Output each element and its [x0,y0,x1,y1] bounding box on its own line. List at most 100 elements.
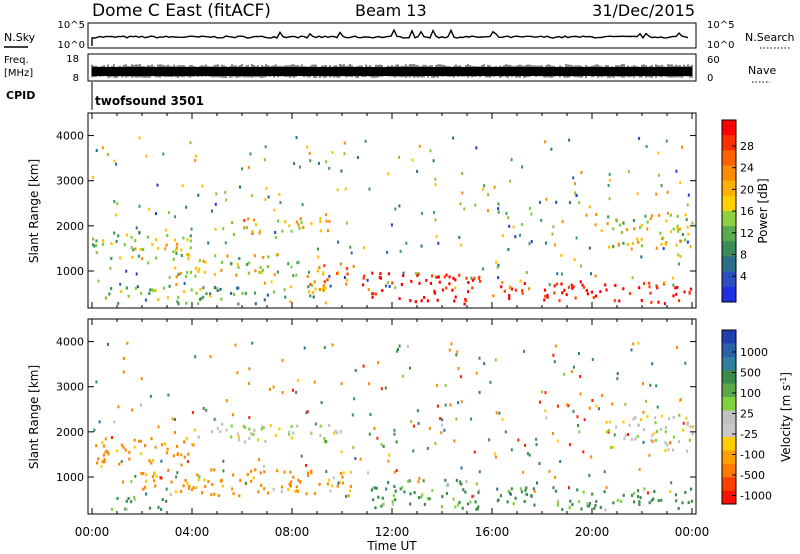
power-cell [198,267,201,271]
power-sparse-cell [292,274,295,278]
power-cell [219,287,222,291]
velocity-sparse-cell [669,490,672,493]
time-axis-title: Time UT [366,539,417,553]
velocity-cell [370,488,373,492]
power-cell [146,235,150,239]
velocity-cell [576,488,579,492]
power-cell [186,253,189,257]
velocity-sparse-cell [331,343,334,347]
velocity-cell [103,460,106,464]
power-sparse-cell [416,169,419,173]
power-cell [640,299,643,302]
velocity-sparse-cell [556,439,559,443]
power-cell [688,291,691,295]
time-tick-label: 04:00 [175,525,210,539]
time-tick-label: 00:00 [75,525,110,539]
power-sparse-cell [540,218,543,222]
velocity-sparse-cell [455,353,458,357]
power-sparse-cell [539,200,541,204]
velocity-sparse-cell [460,466,463,470]
power-sparse-cell [247,165,250,169]
velocity-sparse-cell [122,480,125,484]
velocity-cell [342,471,345,475]
power-cell [189,246,192,250]
velocity-cell [292,475,295,479]
velocity-sparse-cell [559,460,562,463]
velocity-cell [250,469,253,473]
power-cell [574,296,577,300]
velocity-sparse-cell [369,413,372,416]
velocity-cell [167,468,170,472]
velocity-cell [174,490,177,494]
velocity-cell [651,433,654,437]
power-sparse-cell [590,272,592,276]
velocity-cell [339,472,342,475]
velocity-sparse-cell [139,403,142,407]
velocity-cell [691,425,694,429]
velocity-cell [507,489,510,493]
power-sparse-cell [645,145,648,148]
power-cell [636,237,639,241]
power-cell [370,292,374,296]
velocity-cell [630,438,634,441]
velocity-cell [336,431,339,435]
power-cell [648,285,651,289]
velocity-cell [263,487,266,491]
power-sparse-cell [398,204,401,208]
velocity-sparse-cell [140,471,143,475]
power-sparse-cell [685,218,688,221]
power-cell [233,292,236,296]
power-sparse-cell [394,286,397,290]
velocity-cell [145,479,148,483]
velocity-sparse-cell [572,409,575,413]
power-sparse-cell [287,262,290,266]
power-cell [622,287,625,291]
velocity-sparse-cell [588,473,591,477]
power-colorbar-band [722,286,736,303]
power-sparse-cell [561,220,564,224]
power-cell [144,298,148,302]
power-cell [189,234,192,238]
velocity-cell [634,416,637,420]
power-sparse-cell [317,161,320,165]
velocity-cell [660,414,663,418]
velocity-cell [197,435,200,439]
velocity-cell [210,468,213,472]
power-cell [136,285,139,289]
power-sparse-cell [572,176,575,180]
velocity-cell [632,417,635,421]
power-sparse-cell [630,247,633,251]
velocity-cell [622,420,625,424]
power-sparse-cell [418,144,421,148]
velocity-sparse-cell [570,370,573,374]
power-cell [120,290,123,293]
power-sparse-cell [574,182,577,186]
power-cell [113,231,116,235]
velocity-cell [216,426,219,430]
power-cell [691,221,694,225]
velocity-cell [426,497,429,501]
velocity-sparse-cell [351,413,354,417]
power-cell [521,289,524,292]
velocity-colorbar-band [722,490,736,505]
velocity-cell [237,435,241,439]
power-sparse-cell [201,184,204,188]
power-cell [655,284,658,288]
power-cell [189,270,193,274]
velocity-cell [264,440,267,443]
velocity-sparse-cell [175,475,178,479]
velocity-cell [191,443,194,446]
velocity-x-ticks [91,319,693,514]
velocity-cell [469,500,472,504]
velocity-cell [612,445,615,449]
power-cell [640,244,644,248]
velocity-cell [278,427,281,431]
velocity-cell [349,489,352,493]
noise-tick-right-top: 10^5 [707,20,734,31]
power-sparse-cell [343,152,346,156]
velocity-sparse-cell [453,439,456,443]
velocity-sparse-cell [306,410,309,414]
power-cell [104,296,107,300]
power-sparse-cell [168,211,171,215]
velocity-sparse-cell [244,481,247,485]
